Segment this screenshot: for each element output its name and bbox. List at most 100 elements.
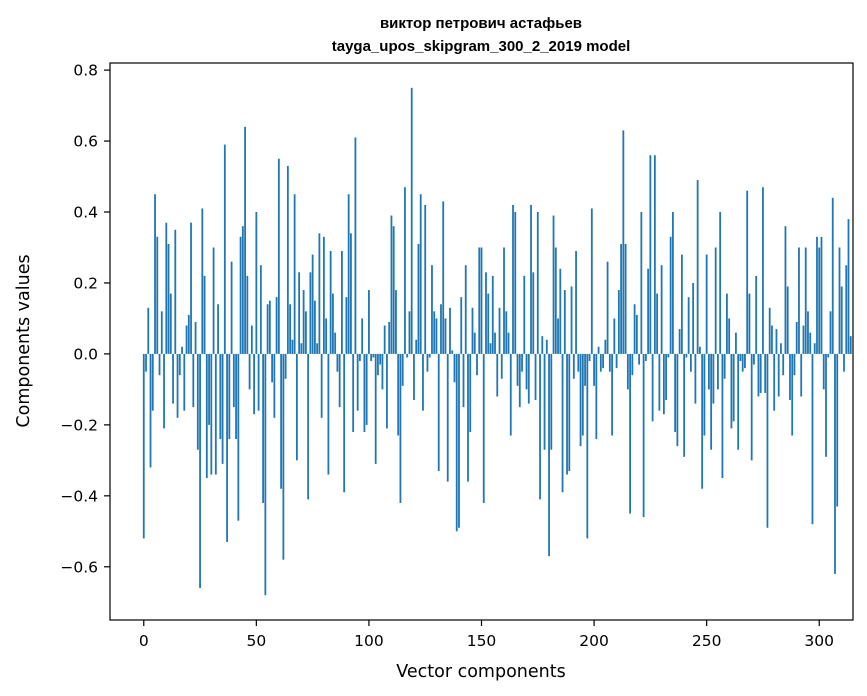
- bar-207: [608, 353, 611, 372]
- bar-35: [221, 353, 224, 464]
- bar-141: [460, 297, 463, 354]
- bar-270: [750, 353, 753, 461]
- bar-195: [581, 353, 584, 436]
- bar-259: [726, 293, 728, 354]
- bar-112: [395, 290, 397, 354]
- bar-9: [163, 353, 165, 429]
- bar-97: [361, 318, 364, 354]
- bar-194: [579, 353, 582, 447]
- bar-219: [635, 314, 638, 354]
- bar-18: [183, 353, 186, 411]
- bar-61: [280, 353, 283, 489]
- bar-250: [705, 254, 708, 354]
- bar-179: [545, 339, 548, 354]
- bar-254: [714, 247, 717, 354]
- bar-146: [471, 307, 474, 354]
- bar-43: [239, 236, 242, 354]
- bar-77: [316, 343, 319, 354]
- bar-96: [359, 353, 361, 362]
- bar-299: [816, 236, 818, 354]
- bar-212: [620, 243, 622, 354]
- bar-202: [597, 346, 600, 354]
- bar-46: [246, 275, 249, 354]
- bar-187: [563, 290, 566, 354]
- bar-256: [719, 212, 722, 354]
- bar-283: [780, 343, 782, 354]
- bar-52: [259, 265, 262, 354]
- bar-124: [422, 353, 424, 411]
- bar-257: [721, 353, 724, 479]
- bar-58: [273, 353, 276, 418]
- bar-217: [631, 353, 634, 376]
- bar-264: [737, 353, 740, 450]
- bar-190: [570, 286, 573, 354]
- bar-233: [667, 353, 670, 358]
- bar-186: [561, 353, 564, 493]
- bar-38: [228, 353, 231, 440]
- bar-281: [775, 329, 778, 354]
- bar-226: [651, 353, 654, 422]
- bar-150: [480, 247, 483, 354]
- bar-237: [676, 353, 679, 447]
- bar-33: [217, 304, 219, 354]
- bar-91: [347, 194, 350, 354]
- bar-180: [548, 353, 550, 557]
- bar-89: [343, 353, 346, 493]
- bar-216: [629, 353, 631, 514]
- bar-94: [354, 137, 357, 354]
- bar-282: [777, 353, 780, 397]
- bar-44: [241, 226, 244, 354]
- bar-189: [568, 353, 571, 471]
- x-axis-label: Vector components: [396, 662, 565, 682]
- bar-25: [199, 353, 201, 589]
- bar-106: [381, 353, 384, 390]
- bar-288: [791, 353, 794, 436]
- bar-12: [169, 293, 172, 354]
- bar-14: [174, 229, 177, 354]
- bar-22: [192, 353, 195, 408]
- x-tick-label: 100: [354, 632, 384, 650]
- bar-98: [363, 353, 366, 432]
- bar-258: [723, 353, 726, 379]
- bar-69: [298, 272, 301, 354]
- bar-278: [768, 307, 771, 354]
- bar-172: [530, 204, 532, 354]
- bar-75: [311, 254, 314, 354]
- chart-title: виктор петрович астафьев: [380, 15, 582, 32]
- y-tick-label: −0.6: [60, 558, 98, 576]
- bar-11: [167, 243, 170, 354]
- bar-222: [642, 353, 645, 518]
- bar-161: [505, 311, 508, 354]
- bar-45: [244, 126, 246, 354]
- bar-176: [539, 353, 541, 500]
- bar-192: [575, 251, 577, 354]
- bar-273: [757, 353, 760, 397]
- bar-24: [196, 353, 199, 450]
- bar-39: [230, 261, 233, 354]
- bar-16: [178, 353, 181, 376]
- bar-148: [476, 353, 478, 376]
- bar-57: [271, 353, 274, 383]
- bar-168: [521, 353, 523, 372]
- bar-201: [595, 353, 598, 440]
- bar-71: [302, 290, 305, 354]
- bar-229: [658, 353, 661, 411]
- bar-296: [809, 332, 812, 354]
- bar-83: [329, 251, 332, 354]
- bar-220: [638, 353, 641, 365]
- bar-197: [586, 353, 589, 539]
- bar-267: [744, 353, 746, 369]
- bar-15: [176, 353, 179, 418]
- bar-147: [473, 332, 476, 354]
- y-tick-label: 0.6: [73, 133, 98, 151]
- x-tick-label: 0: [139, 632, 149, 650]
- bar-137: [451, 350, 454, 354]
- bar-154: [489, 343, 492, 354]
- bar-284: [782, 353, 785, 376]
- bar-27: [203, 275, 206, 354]
- bar-151: [482, 353, 485, 503]
- bar-74: [309, 272, 312, 354]
- bar-255: [717, 353, 719, 390]
- plot-frame: [109, 62, 854, 621]
